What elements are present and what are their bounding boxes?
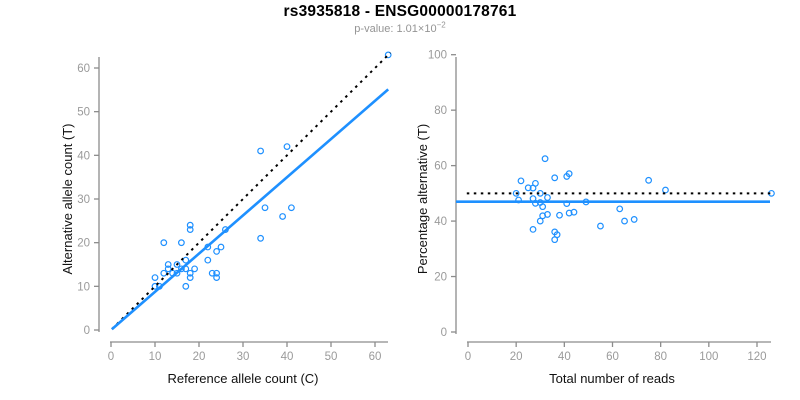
left-yaxis-title: Alternative allele count (T)	[60, 123, 75, 274]
x-tick-label: 80	[654, 351, 667, 363]
x-tick-label: 60	[606, 351, 619, 363]
data-point	[186, 269, 194, 277]
data-point	[662, 186, 669, 194]
data-point	[517, 177, 525, 185]
data-point	[204, 256, 212, 264]
right-yaxis-title: Percentage alternative (T)	[415, 124, 430, 274]
data-point	[186, 221, 194, 229]
x-tick-label: 10	[149, 351, 162, 363]
data-point	[551, 174, 559, 182]
data-point	[529, 184, 537, 192]
data-point	[563, 173, 571, 180]
y-tick-label: 80	[434, 105, 447, 117]
data-point	[597, 222, 604, 230]
data-point	[645, 176, 653, 184]
right-scatter-panel: 0 20 40 60 80 100 120 0 20 40 60 80 100	[428, 50, 775, 363]
y-tick-label: 60	[77, 63, 90, 75]
y-tick-label: 40	[77, 150, 90, 162]
data-point	[565, 209, 573, 217]
data-point	[283, 143, 291, 150]
x-tick-label: 60	[369, 351, 382, 363]
data-point	[213, 269, 221, 277]
data-point	[384, 51, 392, 59]
data-point	[261, 204, 269, 212]
data-point	[173, 269, 181, 277]
data-point	[539, 212, 547, 220]
right-xaxis-title: Total number of reads	[549, 371, 675, 386]
data-point	[556, 211, 563, 219]
data-point	[151, 282, 159, 290]
y-tick-label: 20	[77, 238, 90, 250]
data-point	[182, 282, 190, 290]
data-point	[279, 213, 287, 220]
pvalue-exponent: −2	[436, 20, 446, 30]
data-point	[630, 216, 638, 223]
y-tick-label: 30	[77, 194, 90, 206]
x-tick-label: 20	[193, 351, 206, 363]
data-point	[191, 265, 199, 273]
data-point	[551, 228, 559, 236]
data-point	[177, 265, 185, 273]
y-tick-label: 0	[441, 327, 447, 339]
data-point	[536, 217, 544, 225]
data-point	[512, 189, 520, 197]
data-point	[217, 243, 225, 251]
data-point	[529, 225, 537, 233]
data-point	[208, 269, 216, 277]
data-point	[182, 256, 190, 264]
x-tick-label: 100	[699, 351, 718, 363]
y-tick-label: 40	[434, 216, 447, 228]
y-tick-label: 60	[434, 161, 447, 173]
data-point	[164, 265, 172, 273]
data-point	[173, 261, 181, 268]
pvalue-subtitle: p-value: 1.01×10−2	[0, 20, 800, 35]
data-point	[616, 205, 624, 213]
pvalue-text: p-value: 1.01×10	[354, 23, 437, 35]
x-tick-label: 20	[510, 351, 523, 363]
y-tick-label: 50	[77, 107, 90, 119]
x-tick-label: 0	[108, 351, 114, 363]
identity-line	[111, 52, 392, 330]
data-point	[186, 274, 194, 281]
data-point	[621, 217, 628, 225]
y-tick-label: 0	[84, 325, 90, 337]
data-point	[160, 269, 168, 277]
x-tick-label: 40	[558, 351, 571, 363]
figure-title: rs3935818 - ENSG00000178761	[283, 3, 517, 20]
x-tick-label: 120	[747, 351, 766, 363]
data-point	[544, 194, 551, 201]
data-point	[257, 147, 265, 155]
x-tick-label: 40	[281, 351, 294, 363]
regression-line	[111, 88, 390, 331]
data-point	[177, 239, 185, 247]
data-point	[213, 247, 221, 255]
y-tick-label: 20	[434, 272, 447, 284]
data-point	[257, 234, 265, 242]
x-tick-label: 30	[237, 351, 250, 363]
left-scatter-panel: 0 10 20 30 40 50 60 0 10 20 30 40 50 60	[77, 51, 392, 363]
left-xaxis-title: Reference allele count (C)	[167, 371, 318, 386]
x-tick-label: 0	[465, 351, 471, 363]
data-point	[186, 226, 194, 233]
data-point	[213, 274, 221, 281]
data-point	[551, 236, 559, 244]
data-point	[160, 239, 168, 247]
data-point	[570, 208, 578, 216]
y-tick-label: 100	[428, 50, 447, 62]
x-tick-label: 50	[325, 351, 338, 363]
data-point	[164, 261, 172, 268]
y-tick-label: 10	[77, 281, 90, 293]
data-point	[541, 155, 549, 163]
data-point	[288, 204, 295, 212]
data-point	[151, 274, 159, 281]
data-point	[524, 184, 532, 192]
